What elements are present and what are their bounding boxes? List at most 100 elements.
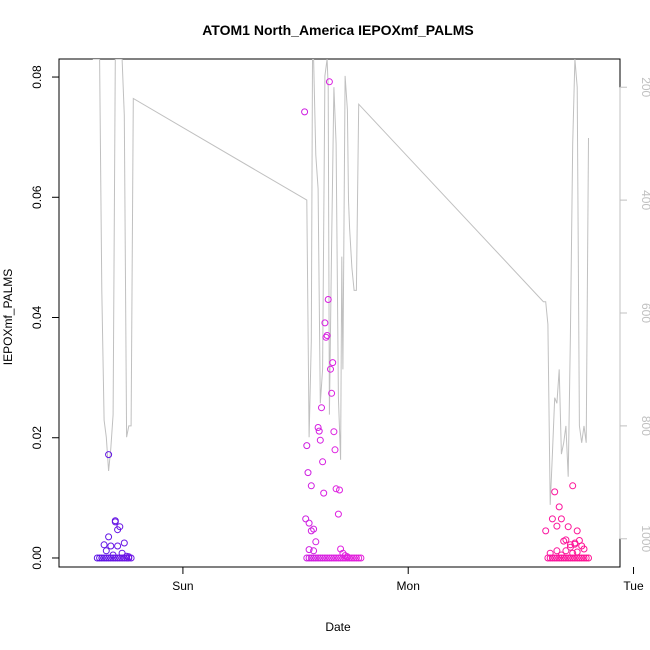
data-point xyxy=(118,554,126,562)
x-axis: Sun Mon Tue xyxy=(172,567,644,593)
data-point xyxy=(324,296,332,303)
data-point xyxy=(339,549,347,557)
data-point xyxy=(120,539,128,547)
data-point xyxy=(322,333,330,341)
data-point xyxy=(569,549,577,557)
data-point xyxy=(564,523,572,531)
data-point xyxy=(100,554,108,562)
y-tick-label: 0.06 xyxy=(30,185,44,209)
data-point xyxy=(564,554,572,562)
data-point xyxy=(348,554,356,562)
x-axis-label: Date xyxy=(325,620,351,634)
data-point xyxy=(316,554,324,562)
data-point xyxy=(100,541,108,549)
data-point xyxy=(350,554,358,562)
data-point xyxy=(328,389,336,397)
x-tick-label: Tue xyxy=(623,579,644,593)
data-point xyxy=(102,547,110,555)
data-point xyxy=(320,489,328,497)
data-point xyxy=(352,554,360,562)
data-point xyxy=(573,527,581,535)
chart-title: ATOM1 North_America IEPOXmf_PALMS xyxy=(202,22,474,38)
data-point xyxy=(109,551,117,559)
data-point xyxy=(575,554,583,562)
data-point xyxy=(566,541,574,549)
data-point xyxy=(314,424,322,431)
data-point xyxy=(111,518,119,526)
y-tick-label: 0.00 xyxy=(30,546,44,570)
data-point xyxy=(114,542,122,550)
data-point xyxy=(123,552,131,560)
x-tick-label: Mon xyxy=(397,579,420,593)
y-axis: 0.00 0.02 0.04 0.06 0.08 xyxy=(30,65,59,570)
data-point xyxy=(109,554,117,562)
data-point xyxy=(105,533,113,541)
data-point xyxy=(546,549,554,557)
data-point xyxy=(321,554,329,562)
data-point xyxy=(302,515,310,523)
data-point xyxy=(305,554,313,562)
data-point xyxy=(96,554,104,562)
data-point xyxy=(330,428,338,436)
data-point xyxy=(325,78,333,86)
y2-axis: 200 400 600 800 1000 xyxy=(619,77,650,552)
data-point xyxy=(332,554,340,562)
data-point xyxy=(310,547,318,555)
data-point xyxy=(305,519,313,527)
data-point xyxy=(319,458,327,466)
data-point xyxy=(307,554,315,562)
data-point xyxy=(319,554,327,562)
data-point xyxy=(571,540,579,548)
data-point xyxy=(336,486,343,494)
data-point xyxy=(102,554,110,562)
data-point xyxy=(334,554,342,562)
data-point xyxy=(553,522,561,530)
data-point xyxy=(318,404,325,412)
data-point xyxy=(303,442,311,450)
plot-frame xyxy=(58,58,621,568)
data-point xyxy=(573,548,581,556)
data-point xyxy=(105,451,113,459)
data-point xyxy=(93,554,101,562)
data-point xyxy=(315,427,323,435)
data-point xyxy=(557,554,565,562)
data-point xyxy=(301,108,309,116)
data-point xyxy=(116,523,124,531)
data-point xyxy=(323,554,331,562)
data-point xyxy=(557,551,565,559)
y-tick-label: 0.04 xyxy=(30,306,44,330)
data-point xyxy=(582,554,590,562)
data-point xyxy=(98,554,106,562)
data-point xyxy=(328,554,336,562)
data-point xyxy=(107,542,115,550)
data-point xyxy=(551,488,559,496)
altitude-line xyxy=(92,59,589,505)
data-point xyxy=(339,554,347,562)
data-point xyxy=(580,554,588,562)
data-point xyxy=(329,359,337,367)
data-point xyxy=(562,547,570,555)
data-point xyxy=(578,554,586,562)
data-point xyxy=(332,485,340,493)
data-point xyxy=(357,554,365,562)
data-point xyxy=(314,554,322,562)
data-point xyxy=(330,554,338,562)
y-axis-label: IEPOXmf_PALMS xyxy=(1,269,15,365)
y2-tick-label: 1000 xyxy=(639,525,650,552)
data-point xyxy=(331,446,339,454)
y-tick-label: 0.02 xyxy=(30,426,44,450)
data-point xyxy=(327,365,334,373)
point-series xyxy=(93,78,592,562)
y2-tick-label: 800 xyxy=(639,416,650,436)
data-point xyxy=(307,482,315,490)
data-point xyxy=(569,482,577,490)
data-point xyxy=(580,545,588,553)
y2-tick-label: 200 xyxy=(639,77,650,97)
data-point xyxy=(303,554,311,562)
data-point xyxy=(325,554,333,562)
x-tick-label: Sun xyxy=(172,579,193,593)
data-point xyxy=(337,545,345,553)
data-point xyxy=(321,319,329,327)
data-point xyxy=(310,554,318,562)
